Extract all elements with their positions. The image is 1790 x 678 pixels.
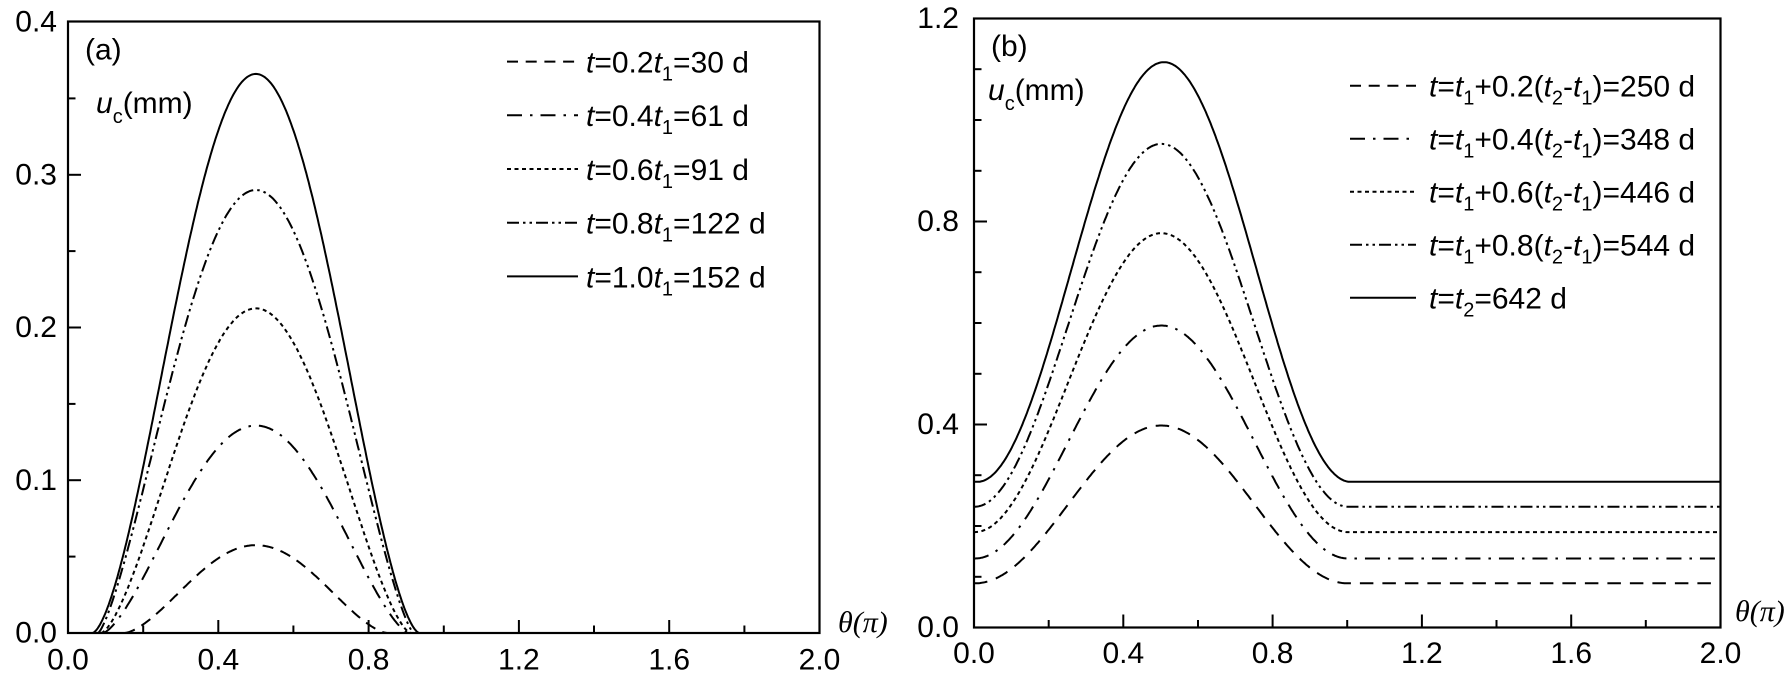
svg-text:0.0: 0.0: [917, 611, 959, 644]
svg-text:0.4: 0.4: [15, 6, 57, 39]
svg-text:0.4: 0.4: [1102, 637, 1144, 670]
svg-text:1.6: 1.6: [648, 644, 690, 677]
svg-text:1.2: 1.2: [1401, 637, 1443, 670]
svg-text:1.2: 1.2: [498, 644, 540, 677]
svg-text:(a): (a): [85, 34, 122, 67]
svg-text:2.0: 2.0: [799, 644, 841, 677]
svg-text:1.2: 1.2: [917, 2, 959, 35]
svg-text:0.4: 0.4: [917, 408, 959, 441]
svg-text:0.3: 0.3: [15, 158, 57, 191]
svg-text:(b): (b): [991, 30, 1028, 63]
svg-text:t=1.0t1​=152 d: t=1.0t1​=152 d: [586, 261, 766, 300]
svg-text:0.2: 0.2: [15, 311, 57, 344]
svg-text:0.4: 0.4: [197, 644, 239, 677]
svg-text:0.0: 0.0: [15, 617, 57, 650]
svg-text:θ(π): θ(π): [1735, 595, 1785, 628]
svg-text:θ(π): θ(π): [838, 606, 888, 639]
svg-text:t=t1​+0.6(t2​-t1​)=446 d: t=t1​+0.6(t2​-t1​)=446 d: [1429, 177, 1695, 216]
svg-text:1.6: 1.6: [1550, 637, 1592, 670]
svg-text:t=0.6t1​=91 d: t=0.6t1​=91 d: [586, 154, 749, 193]
svg-text:uc(mm): uc(mm): [96, 87, 193, 128]
svg-text:0.1: 0.1: [15, 464, 57, 497]
svg-text:0.8: 0.8: [348, 644, 390, 677]
svg-text:0.0: 0.0: [47, 644, 89, 677]
svg-text:t=0.8t1​=122 d: t=0.8t1​=122 d: [586, 208, 766, 247]
svg-text:0.0: 0.0: [953, 637, 995, 670]
svg-text:2.0: 2.0: [1700, 637, 1742, 670]
svg-text:0.8: 0.8: [1252, 637, 1294, 670]
svg-text:t=t2​=642 d: t=t2​=642 d: [1429, 283, 1567, 322]
svg-text:uc(mm): uc(mm): [988, 74, 1085, 115]
svg-text:0.8: 0.8: [917, 205, 959, 238]
